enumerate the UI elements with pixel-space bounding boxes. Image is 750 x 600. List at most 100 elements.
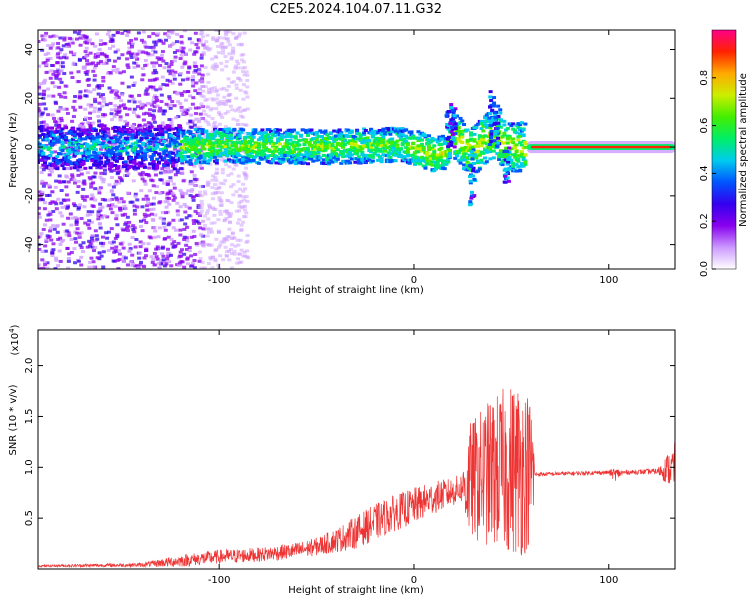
heat-cell bbox=[463, 152, 468, 156]
heat-cell bbox=[209, 243, 214, 247]
heat-cell bbox=[169, 253, 174, 257]
heat-cell bbox=[139, 164, 144, 168]
heat-cell bbox=[186, 121, 191, 125]
heat-cell bbox=[219, 87, 224, 91]
heat-cell bbox=[397, 149, 402, 153]
heat-cell bbox=[191, 198, 196, 202]
heat-cell bbox=[65, 154, 70, 158]
heat-cell bbox=[472, 138, 477, 142]
heat-cell bbox=[128, 260, 133, 264]
heat-cell bbox=[208, 47, 213, 51]
heat-cell bbox=[77, 233, 82, 237]
heat-cell bbox=[455, 114, 460, 118]
heat-cell bbox=[48, 229, 53, 233]
heat-cell bbox=[111, 151, 116, 155]
heat-cell bbox=[234, 35, 239, 39]
heat-cell bbox=[197, 212, 202, 216]
heat-cell bbox=[381, 135, 386, 139]
heat-cell bbox=[130, 124, 135, 128]
heat-cell bbox=[235, 152, 240, 156]
heat-cell bbox=[164, 38, 169, 42]
heat-cell bbox=[157, 38, 162, 42]
heat-cell bbox=[200, 79, 205, 83]
snr-scale-prefix: (x10 bbox=[10, 333, 21, 356]
heat-cell bbox=[151, 45, 156, 49]
heat-cell bbox=[70, 216, 75, 220]
heat-cell bbox=[452, 139, 457, 143]
heat-cell bbox=[51, 42, 56, 46]
heat-cell bbox=[256, 151, 261, 155]
heat-cell bbox=[398, 153, 403, 157]
heat-cell bbox=[43, 53, 48, 57]
heat-cell bbox=[87, 265, 92, 269]
heat-cell bbox=[412, 136, 417, 140]
heat-cell bbox=[446, 160, 451, 164]
heat-cell bbox=[204, 40, 209, 44]
heat-cell bbox=[240, 70, 245, 74]
heat-cell bbox=[120, 31, 125, 35]
heat-cell bbox=[465, 163, 470, 167]
heat-cell bbox=[320, 130, 325, 134]
heat-cell bbox=[230, 136, 235, 140]
heat-cell bbox=[90, 245, 95, 249]
heat-cell bbox=[109, 90, 114, 94]
heat-cell bbox=[100, 244, 105, 248]
heat-cell bbox=[221, 102, 226, 106]
heat-cell bbox=[169, 140, 174, 144]
heat-cell bbox=[126, 66, 131, 70]
heat-cell bbox=[404, 146, 409, 150]
heat-cell bbox=[240, 122, 245, 126]
heat-cell bbox=[217, 122, 222, 126]
heat-cell bbox=[349, 157, 354, 161]
heat-cell bbox=[341, 145, 346, 149]
heat-cell bbox=[56, 197, 61, 201]
heat-cell bbox=[138, 219, 143, 223]
heat-cell bbox=[339, 132, 344, 136]
heat-cell bbox=[325, 137, 330, 141]
heat-cell bbox=[84, 195, 89, 199]
heat-cell bbox=[314, 131, 319, 135]
heat-cell bbox=[165, 83, 170, 87]
heat-cell bbox=[225, 238, 230, 242]
heat-cell bbox=[53, 85, 58, 89]
heat-cell bbox=[265, 133, 270, 137]
heat-cell bbox=[95, 132, 100, 136]
heat-cell bbox=[125, 57, 130, 61]
heat-cell bbox=[170, 127, 175, 131]
heat-cell bbox=[251, 157, 256, 161]
heat-cell bbox=[325, 146, 330, 150]
heat-cell bbox=[79, 168, 84, 172]
heat-cell bbox=[215, 37, 220, 41]
heat-cell bbox=[437, 164, 442, 168]
heat-cell bbox=[190, 78, 195, 82]
heat-cell bbox=[78, 90, 83, 94]
snr-scale-suffix: ) bbox=[10, 324, 21, 328]
heat-cell bbox=[362, 133, 367, 137]
heat-cell bbox=[191, 195, 196, 199]
heat-cell bbox=[90, 146, 95, 150]
heat-cell bbox=[117, 169, 122, 173]
heat-cell bbox=[229, 57, 234, 61]
heat-cell bbox=[203, 65, 208, 69]
heat-cell bbox=[158, 262, 163, 266]
heat-cell bbox=[141, 141, 146, 145]
heat-cell bbox=[93, 148, 98, 152]
heat-cell bbox=[45, 58, 50, 62]
heat-cell bbox=[469, 150, 474, 154]
heat-cell bbox=[372, 152, 377, 156]
heat-cell bbox=[293, 160, 298, 164]
heat-cell bbox=[125, 263, 130, 267]
heat-cell bbox=[493, 116, 498, 120]
heat-cell bbox=[227, 52, 232, 56]
y-tick-label: 40 bbox=[24, 43, 35, 56]
heat-cell bbox=[154, 88, 159, 92]
heat-cell bbox=[249, 154, 254, 158]
heat-cell bbox=[134, 264, 139, 268]
heat-cell bbox=[175, 171, 180, 175]
heat-cell bbox=[192, 61, 197, 65]
heat-cell bbox=[90, 42, 95, 46]
heat-cell bbox=[48, 46, 53, 50]
heat-cell bbox=[151, 258, 156, 262]
heat-cell bbox=[381, 146, 386, 150]
